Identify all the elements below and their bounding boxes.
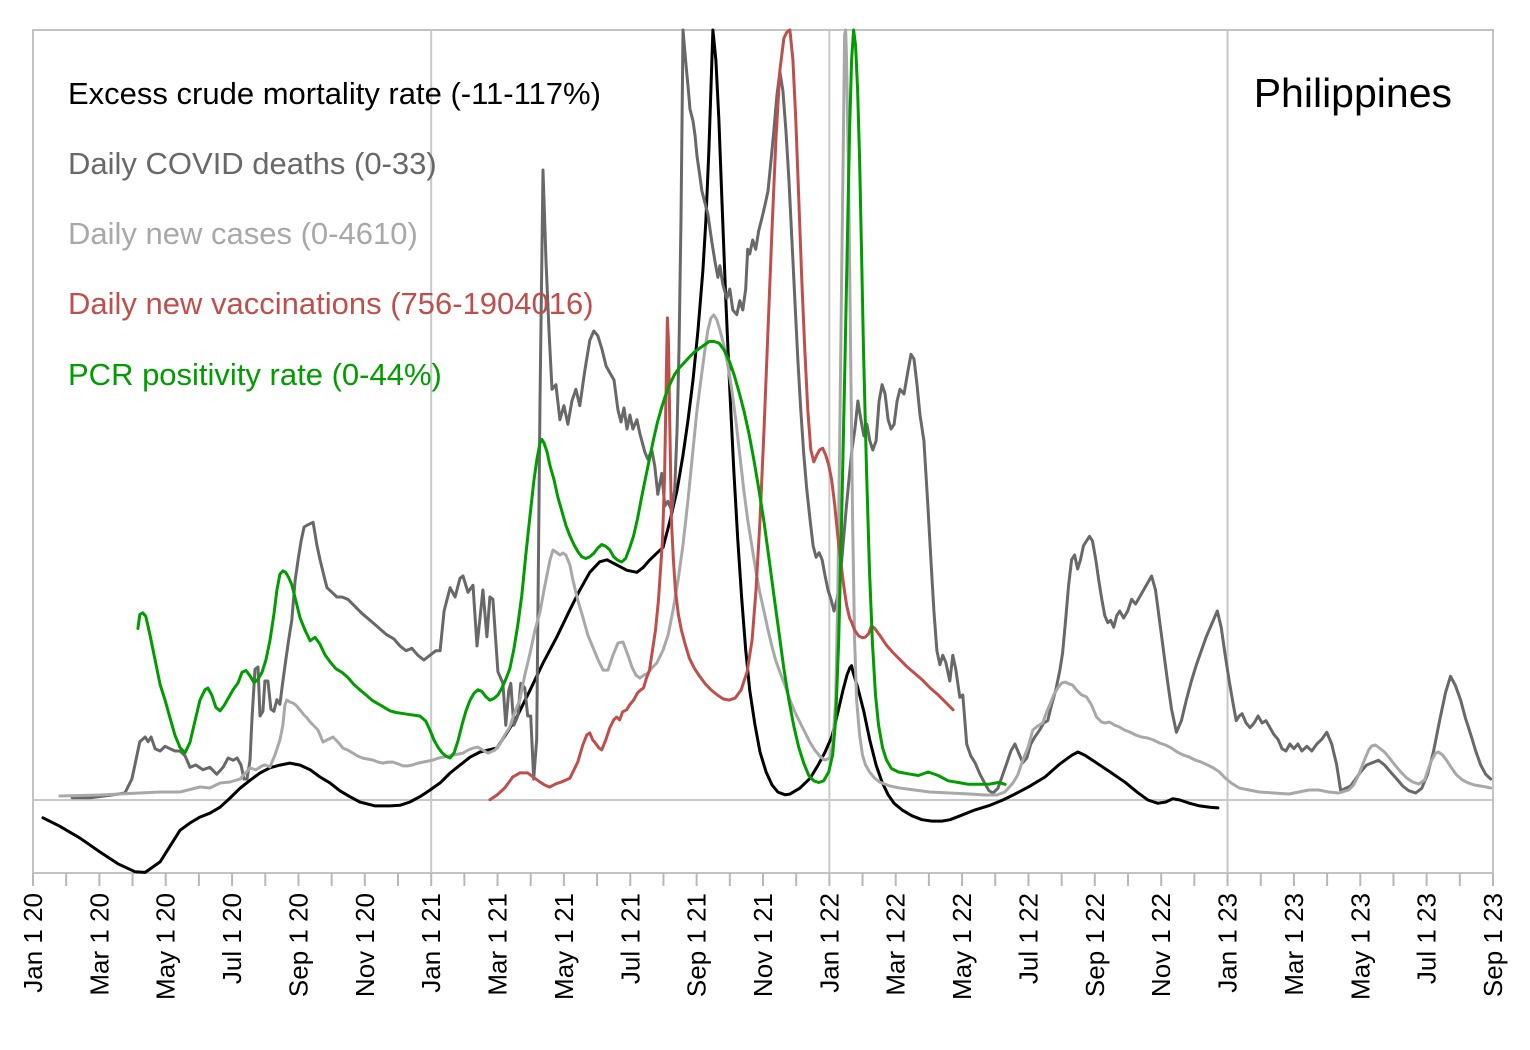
x-tick-label: May 1 23 — [1345, 893, 1375, 1000]
legend-item-covid-deaths: Daily COVID deaths (0-33) — [68, 146, 437, 181]
x-tick-label: Nov 1 21 — [748, 893, 778, 997]
x-tick-label: Sep 1 21 — [682, 893, 712, 997]
legend-item-pcr-positivity: PCR positivity rate (0-44%) — [68, 357, 442, 392]
series-line-pcr-positivity-rate — [136, 28, 1007, 786]
x-tick-label: Jul 1 22 — [1013, 893, 1043, 984]
x-axis-ticks — [32, 873, 1494, 886]
series-line-excess-crude-mortality-rate — [41, 28, 1220, 874]
series-line-daily-new-vaccinations — [488, 28, 955, 802]
x-tick-label: Jan 1 23 — [1213, 893, 1243, 993]
x-tick-label: Sep 1 22 — [1080, 893, 1110, 997]
x-tick-label: Mar 1 20 — [84, 893, 114, 996]
x-tick-label: Jul 1 23 — [1412, 893, 1442, 984]
legend-item-new-cases: Daily new cases (0-4610) — [68, 216, 418, 251]
page-title: Philippines — [1253, 70, 1452, 116]
x-axis-tick-labels: Jan 1 20 Mar 1 20 May 1 20 Jul 1 20 Sep 1 20… — [18, 893, 1508, 1000]
x-tick-label: Nov 1 22 — [1146, 893, 1176, 997]
x-tick-label: Sep 1 23 — [1478, 893, 1508, 997]
series-line-daily-covid-deaths — [70, 28, 1493, 800]
x-tick-label: Sep 1 20 — [283, 893, 313, 997]
x-tick-label: May 1 21 — [549, 893, 579, 1000]
x-tick-label: Nov 1 20 — [350, 893, 380, 997]
x-tick-label: Jul 1 21 — [615, 893, 645, 984]
x-tick-label: Mar 1 21 — [483, 893, 513, 996]
legend-item-vaccinations: Daily new vaccinations (756-1904016) — [68, 286, 594, 321]
x-tick-label: Mar 1 23 — [1279, 893, 1309, 996]
x-tick-label: Jan 1 20 — [18, 893, 48, 993]
x-tick-label: May 1 22 — [947, 893, 977, 1000]
x-tick-label: Jan 1 22 — [814, 893, 844, 993]
x-tick-label: Jul 1 20 — [217, 893, 247, 984]
series-line-daily-new-cases — [58, 28, 1493, 798]
legend-item-excess-mortality: Excess crude mortality rate (-11-117%) — [68, 76, 601, 111]
series-lines — [41, 28, 1493, 874]
x-tick-label: Mar 1 22 — [881, 893, 911, 996]
x-tick-label: May 1 20 — [151, 893, 181, 1000]
x-tick-label: Jan 1 21 — [416, 893, 446, 993]
